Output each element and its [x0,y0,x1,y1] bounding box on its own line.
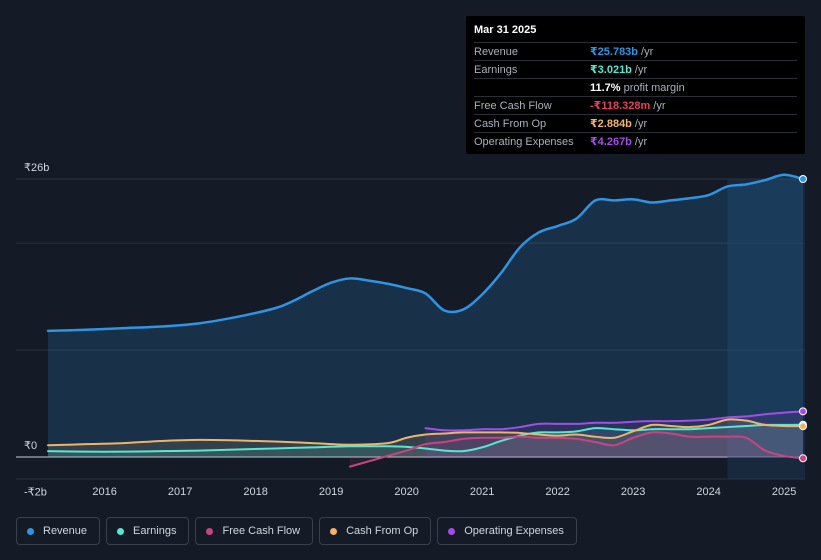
y-tick-label: ₹0 [24,440,37,452]
x-tick-label: 2019 [319,486,343,498]
tooltip-row-value: ₹3.021b [590,64,632,76]
tooltip-row-value: 11.7% [590,81,621,94]
legend-dot-icon [117,527,125,535]
cash-from-op-area [48,419,803,457]
legend-label: Operating Expenses [464,525,564,537]
tooltip-row: Operating Expenses ₹4.267b/yr [474,133,797,150]
series-lines [46,173,805,468]
legend-label: Cash From Op [346,525,419,537]
y-tick-label: -₹2b [24,486,47,498]
x-tick-label: 2017 [168,486,192,498]
tooltip-row: Free Cash Flow -₹118.328m/yr [474,97,797,115]
forecast-highlight [727,179,805,479]
legend-dot-icon [27,527,34,535]
tooltip-row: Revenue ₹25.783b/yr [474,43,797,61]
x-tick-label: 2022 [545,486,569,498]
tooltip-row-value: ₹4.267b [590,136,632,148]
tooltip-panel: Mar 31 2025 Revenue ₹25.783b/yr Earnings ₹3… [466,16,805,154]
tooltip-row-unit: /yr [641,45,654,58]
revenue-end-point [799,175,807,183]
legend-item-operating-expenses[interactable]: Operating Expenses [437,517,577,545]
tooltip-row-label: Free Cash Flow [474,99,552,112]
tooltip-row-unit: /yr [634,135,648,148]
x-tick-label: 2021 [470,486,494,498]
legend-item-free-cash-flow[interactable]: Free Cash Flow [195,517,314,545]
y-axis-labels: ₹26b ₹0 -₹2b [24,162,49,498]
x-tick-label: 2018 [243,486,267,498]
earnings-area [48,424,803,457]
free-cash-flow-end-point [799,454,807,463]
free-cash-flow-area [350,432,803,467]
tooltip-date: Mar 31 2025 [474,24,797,43]
tooltip-row-value: ₹2.884b [590,118,632,130]
legend-label: Earnings [133,525,177,537]
tooltip-row-value: -₹118.328m [590,100,651,112]
tooltip-row-value: ₹25.783b [590,46,639,58]
cash-from-op-line [47,418,804,447]
legend-dot-icon [330,527,338,535]
revenue-area [48,174,803,457]
x-tick-label: 2016 [92,486,116,498]
cash-from-op-end-point [799,422,807,431]
tooltip-row: 11.7% profit margin [474,79,797,97]
chart-area: ₹26b₹0-₹2b 2016 2017 2018 2019 2020 2021 2022 2… [16,162,807,498]
x-tick-label: 2020 [394,486,418,498]
tooltip-row-label: Operating Expenses [474,135,574,148]
tooltip-row: Cash From Op ₹2.884b/yr [474,115,797,133]
tooltip-row-unit: /yr [653,99,666,112]
legend-label: Free Cash Flow [222,525,301,537]
legend-item-earnings[interactable]: Earnings [106,517,190,545]
tooltip-row-unit: /yr [634,63,648,76]
free-cash-flow-line [349,431,804,468]
series-fills [48,174,803,467]
y-tick-label: ₹26b [24,162,49,174]
legend-dot-icon [448,527,456,535]
operating-expenses-end-point [799,407,807,416]
gridlines [16,178,805,480]
tooltip-row-label: Revenue [474,45,519,58]
series-end-markers [799,175,807,463]
revenue-line [46,173,805,333]
legend-item-revenue[interactable]: Revenue [16,517,101,545]
tooltip-row-unit: profit margin [623,81,685,94]
legend-dot-icon [206,527,214,535]
tooltip-row-label: Cash From Op [474,117,547,130]
chart-legend: Revenue Earnings Free Cash Flow Cash From O… [16,517,577,547]
tooltip-row-label: Earnings [474,63,518,76]
legend-label: Revenue [43,525,88,537]
operating-expenses-line [424,410,804,432]
tooltip-rows: Revenue ₹25.783b/yr Earnings ₹3.021b/yr 11.7… [474,43,797,150]
x-axis-labels: 2016 2017 2018 2019 2020 2021 2022 2023 2024 2025 [92,486,796,498]
operating-expenses-area [425,411,803,457]
legend-item-cash-from-op[interactable]: Cash From Op [319,517,432,545]
tooltip-row-unit: /yr [634,117,648,130]
x-tick-label: 2024 [696,486,720,498]
x-tick-label: 2025 [772,486,796,498]
x-tick-label: 2023 [621,486,645,498]
tooltip-row: Earnings ₹3.021b/yr [474,61,797,79]
